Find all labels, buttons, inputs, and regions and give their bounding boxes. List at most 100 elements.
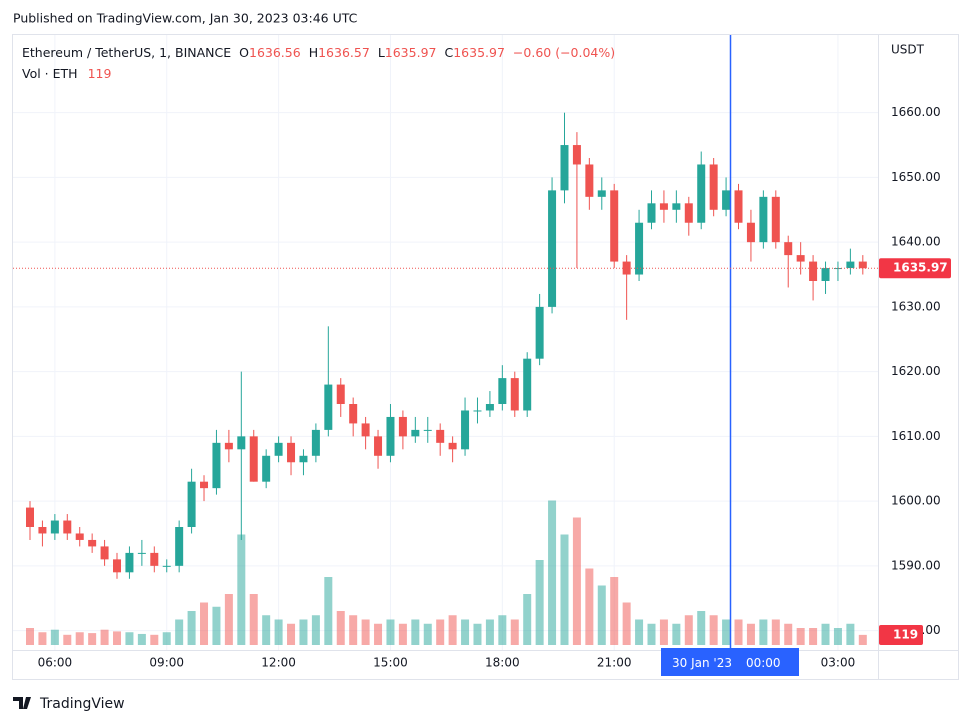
open-value: 1636.56 (249, 45, 301, 60)
volume-bar (684, 615, 693, 645)
candle-body (50, 520, 59, 534)
volume-bar (336, 611, 345, 645)
candle-body (784, 242, 793, 256)
y-tick-label: 1660.00 (891, 105, 941, 119)
candle-body (473, 410, 482, 412)
candle-body (709, 164, 718, 210)
candle-body (796, 255, 805, 262)
volume-bar (398, 623, 407, 645)
volume-bar (287, 623, 296, 645)
last-volume-box (879, 625, 923, 645)
candle-body (436, 429, 445, 443)
volume-bar (672, 623, 681, 645)
candles (26, 112, 867, 579)
volume-bar (560, 534, 569, 645)
volume-bar (125, 632, 134, 645)
high-value: 1636.57 (318, 45, 370, 60)
x-tick-label: 06:00 (38, 656, 73, 670)
candle-body (311, 429, 320, 456)
volume-bar (510, 619, 519, 645)
volume-bar (212, 606, 221, 645)
candle-body (26, 507, 34, 527)
volume-bar (597, 585, 606, 645)
candle-body (349, 404, 358, 424)
crosshair-label-box (661, 648, 799, 676)
candle-body (535, 306, 544, 359)
volume-bar (659, 619, 668, 645)
volume-bar (535, 560, 544, 645)
candle-body (610, 190, 619, 262)
volume-bar (299, 619, 308, 645)
candle-body (461, 410, 470, 450)
candle-body (336, 384, 345, 404)
symbol-title: Ethereum / TetherUS, 1, BINANCE (22, 45, 231, 60)
volume-bar (846, 623, 855, 645)
volume-bar (262, 615, 271, 645)
candle-body (572, 145, 581, 165)
y-tick-label: 1620.00 (891, 364, 941, 378)
candle-body (622, 261, 631, 275)
close-label: C (444, 45, 453, 60)
candle-body (759, 196, 768, 243)
candle-body (585, 164, 594, 197)
volume-bar (162, 632, 171, 645)
volume-bar (796, 628, 805, 645)
volume-title: Vol · ETH (22, 66, 78, 81)
candle-body (274, 442, 283, 456)
y-tick-label: 1610.00 (891, 429, 941, 443)
volume-bar (523, 594, 532, 645)
candle-body (224, 442, 233, 450)
candle-body (734, 190, 743, 223)
x-tick-label: 21:00 (597, 656, 632, 670)
candle-body (722, 190, 731, 210)
volume-bar (249, 594, 258, 645)
volume-bar (548, 500, 557, 645)
candle-body (821, 268, 830, 281)
volume-bar (100, 629, 109, 645)
volume-bar (572, 517, 581, 645)
volume-bar (697, 611, 706, 645)
candle-body (150, 552, 159, 566)
volume-bar (585, 568, 594, 645)
y-tick-label: 1630.00 (891, 299, 941, 313)
volume-bar (746, 623, 755, 645)
volume-bar (175, 619, 184, 645)
legend: Ethereum / TetherUS, 1, BINANCE O1636.56 H… (22, 45, 615, 60)
candle-body (262, 455, 271, 482)
volume-bars (26, 500, 867, 645)
candle-body (597, 190, 606, 197)
candle-body (299, 455, 308, 463)
volume-bar (635, 619, 644, 645)
volume-bar (423, 623, 432, 645)
volume-bar (709, 615, 718, 645)
candle-body (423, 429, 432, 431)
volume-bar (224, 594, 233, 645)
candle-body (63, 520, 72, 534)
volume-bar (858, 634, 867, 645)
candle-body (697, 164, 706, 223)
brand-logo (13, 697, 31, 709)
candle-body (237, 436, 246, 450)
candle-body (560, 145, 569, 191)
x-tick-label: 15:00 (373, 656, 408, 670)
candle-body (411, 429, 420, 437)
candle-body (771, 196, 780, 243)
candle-body (125, 552, 134, 573)
volume-value: 119 (88, 66, 112, 81)
volume-bar (374, 623, 383, 645)
last-price-box (879, 258, 951, 279)
published-note: Published on TradingView.com, Jan 30, 20… (13, 11, 358, 26)
high-label: H (309, 45, 318, 60)
volume-bar (485, 619, 494, 645)
candle-body (324, 384, 333, 430)
candle-body (374, 436, 383, 456)
candle-body (485, 404, 494, 411)
volume-bar (622, 602, 631, 645)
candle-body (684, 203, 693, 223)
volume-bar (647, 623, 656, 645)
candle-body (386, 416, 395, 456)
last-volume-label: 119 (893, 628, 918, 642)
candle-body (498, 378, 507, 404)
volume-bar (137, 633, 146, 645)
